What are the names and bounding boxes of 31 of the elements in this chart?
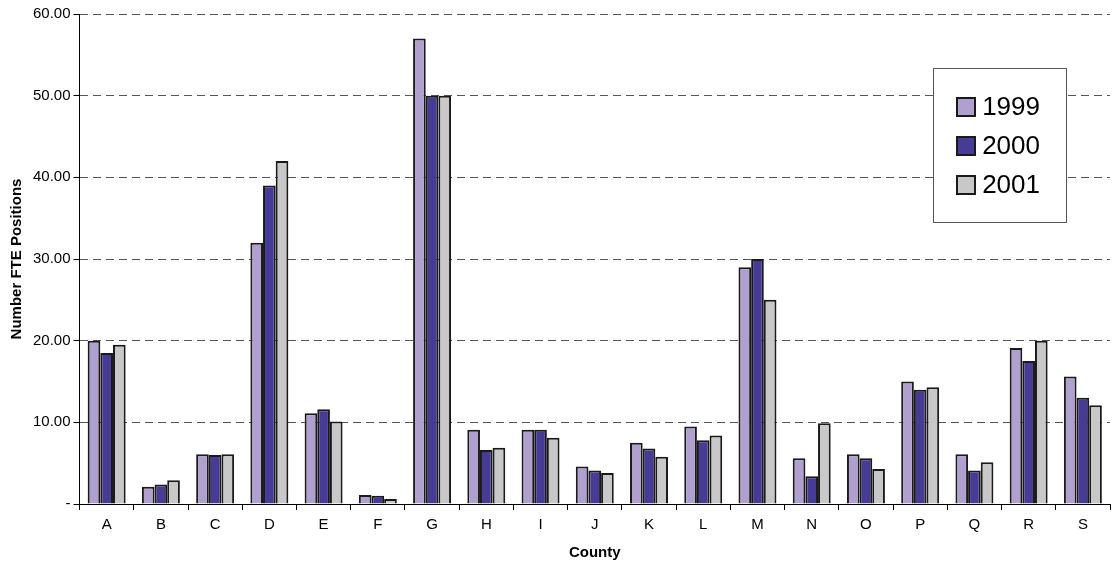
x-tick-label: Q (968, 515, 981, 533)
x-tick-label: H (480, 515, 492, 533)
x-tick-label: R (1023, 515, 1035, 533)
x-tick-label: L (699, 515, 708, 533)
x-tick-label: M (751, 515, 764, 533)
x-tick-label: P (915, 515, 926, 533)
x-tick-label: K (644, 515, 655, 533)
y-tick-label: 50.00 (32, 85, 71, 103)
legend-label: 2000 (982, 130, 1040, 161)
x-tick-label: E (318, 515, 329, 533)
legend-label: 1999 (982, 91, 1040, 122)
y-tick-label: - (65, 494, 71, 512)
y-tick-label: 20.00 (32, 330, 71, 348)
y-axis-title: Number FTE Positions (7, 178, 25, 340)
y-tick-label: 10.00 (32, 412, 71, 430)
x-tick-label: B (155, 515, 166, 533)
x-tick-label: G (426, 515, 438, 533)
x-tick-label: F (373, 515, 383, 533)
x-tick-label: O (860, 515, 872, 533)
x-tick-label: N (806, 515, 818, 533)
x-tick-label: I (538, 515, 543, 533)
x-tick-label: C (209, 515, 221, 533)
legend-label: 2001 (982, 169, 1040, 200)
y-tick-label: 30.00 (32, 249, 71, 267)
x-tick-label: J (591, 515, 599, 533)
x-tick-label: A (101, 515, 112, 533)
y-tick-label: 40.00 (32, 167, 71, 185)
x-tick-label: S (1077, 515, 1088, 533)
x-axis-title: County (568, 543, 622, 561)
y-tick-label: 60.00 (32, 4, 71, 22)
x-tick-label: D (263, 515, 275, 533)
